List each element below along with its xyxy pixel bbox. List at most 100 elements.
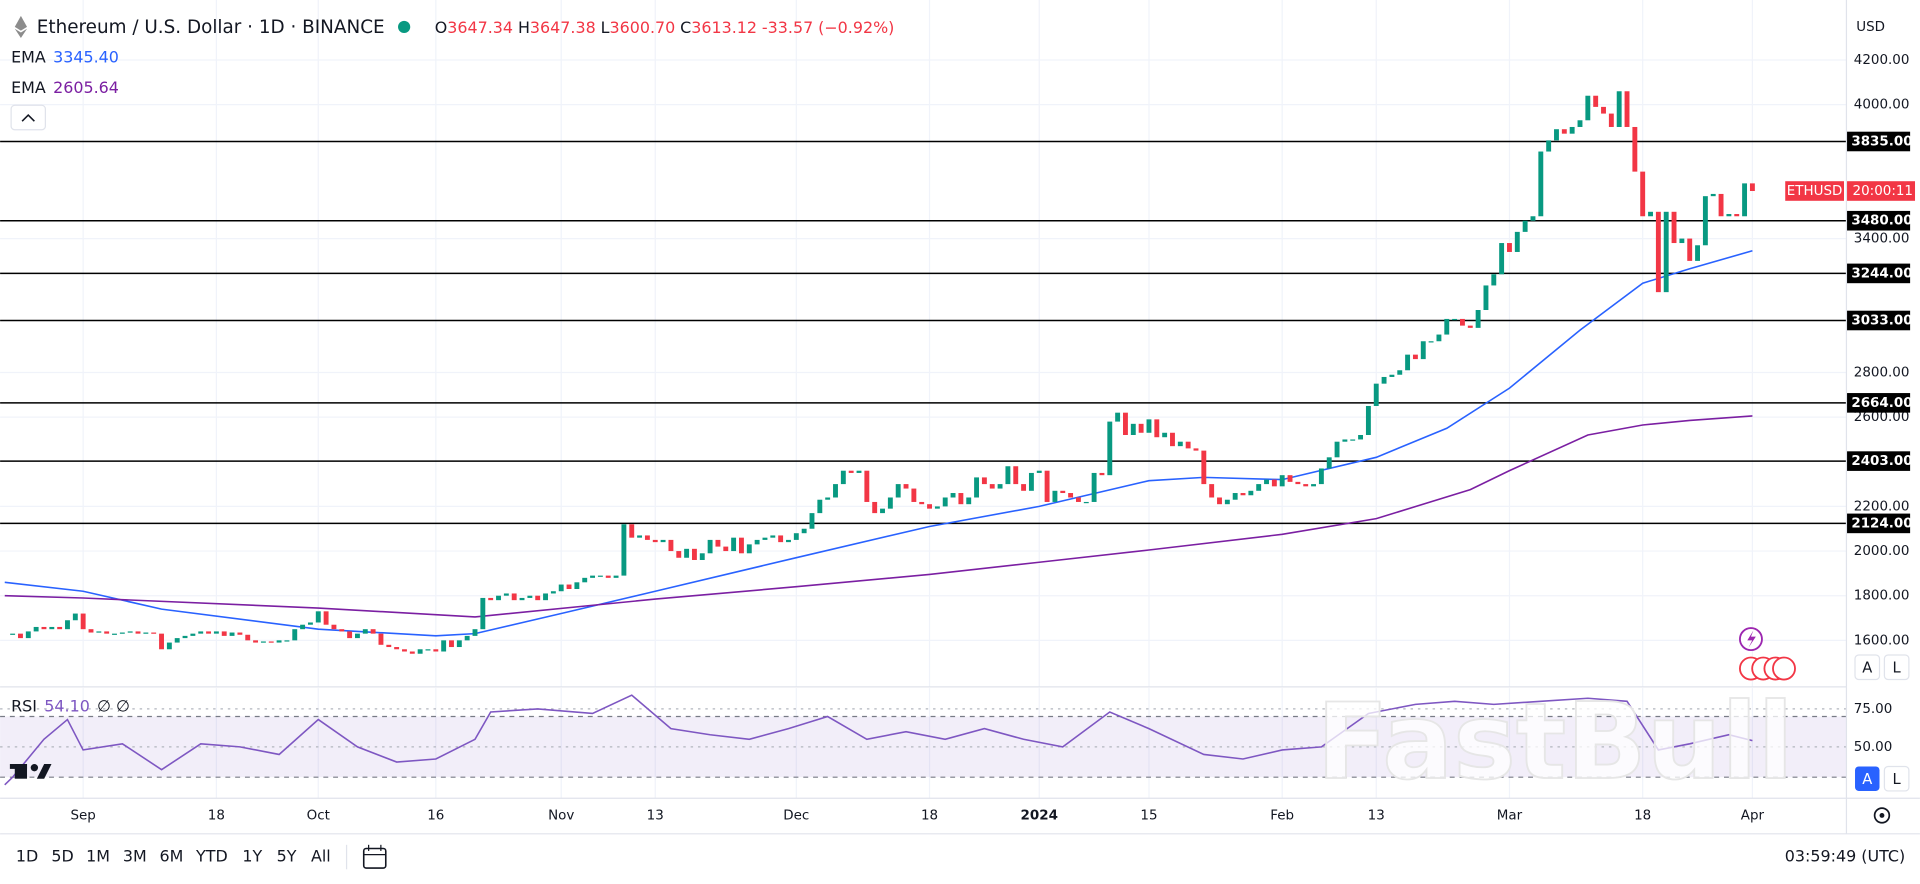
log-scale-button[interactable]: L [1883, 654, 1910, 681]
x-tick-label: Apr [1741, 808, 1765, 823]
change-pct: (−0.92%) [818, 18, 894, 37]
candle [950, 493, 956, 498]
candle [1491, 274, 1497, 286]
rsi-extra: ∅ ∅ [97, 696, 130, 715]
range-button[interactable]: 3M [123, 847, 147, 866]
x-tick-label: Oct [307, 808, 330, 823]
tv-logo [9, 764, 52, 779]
candle [778, 535, 784, 543]
ema-legend[interactable]: EMA 3345.40 [11, 47, 119, 66]
level-label: 3480.00 [1851, 214, 1912, 229]
candle [864, 470, 870, 502]
event-icons[interactable] [1739, 627, 1796, 681]
candle [1264, 479, 1269, 485]
candle [833, 484, 838, 498]
range-button[interactable]: 5Y [277, 847, 297, 866]
change: -33.57 [762, 18, 813, 37]
candle [1154, 419, 1160, 438]
candle [1052, 490, 1058, 502]
auto-scale-button[interactable]: A [1854, 654, 1881, 681]
candle [409, 651, 415, 654]
level-label-bg [1846, 451, 1911, 471]
candle [942, 497, 948, 507]
ema-name: EMA [11, 47, 46, 66]
rsi-name: RSI [11, 696, 37, 715]
candle [1381, 376, 1387, 384]
candle [292, 629, 298, 641]
candle [190, 633, 196, 636]
candle [488, 597, 494, 601]
candle [1624, 91, 1630, 127]
log-scale-button[interactable]: L [1883, 765, 1910, 792]
o-label: O [435, 18, 448, 37]
currency[interactable]: USD [1856, 20, 1885, 35]
candle [1256, 484, 1262, 491]
button-label: A [1862, 771, 1872, 788]
candle [527, 595, 533, 598]
range-button[interactable]: 1D [16, 847, 38, 866]
candle [911, 488, 917, 502]
candle [1021, 484, 1027, 491]
candle [660, 539, 666, 543]
candle [354, 633, 360, 639]
candle [41, 626, 47, 630]
candle [1671, 211, 1677, 244]
candle [1115, 412, 1121, 422]
range-button[interactable]: YTD [195, 847, 228, 866]
candle [1726, 214, 1732, 217]
candle [535, 595, 541, 601]
button-label: L [1893, 660, 1902, 677]
candle [80, 613, 86, 630]
candle [786, 539, 791, 543]
rsi-band [0, 716, 1847, 778]
candle [135, 631, 141, 634]
candle [1224, 499, 1230, 505]
clock[interactable]: 03:59:49 (UTC) [1785, 847, 1905, 866]
ema-legend[interactable]: EMA 2605.64 [11, 78, 119, 97]
calendar-button[interactable] [362, 844, 387, 869]
candle [1240, 493, 1246, 496]
range-button[interactable]: 6M [160, 847, 184, 866]
candle [159, 633, 164, 650]
settings-button[interactable] [1873, 807, 1891, 824]
candle [1608, 113, 1614, 127]
range-button[interactable]: All [311, 847, 331, 866]
range-button[interactable]: 1M [86, 847, 110, 866]
candle [229, 632, 235, 636]
candle [1248, 490, 1254, 496]
candle [1060, 490, 1066, 494]
candle [543, 593, 548, 601]
collapse-legend[interactable] [10, 104, 47, 131]
candle [840, 470, 846, 485]
range-button[interactable]: 1Y [242, 847, 262, 866]
candle [699, 553, 705, 560]
candle [1655, 211, 1661, 293]
y-tick-label: 1800.00 [1854, 589, 1910, 604]
candle [1718, 193, 1724, 217]
candle [652, 539, 658, 543]
x-tick-label: Dec [783, 808, 809, 823]
candle [300, 624, 306, 630]
candle [1342, 439, 1348, 442]
range-button[interactable]: 5D [51, 847, 73, 866]
candle [1318, 468, 1324, 485]
candle [378, 633, 384, 645]
candle [848, 470, 854, 473]
candle [1467, 325, 1473, 328]
candle [1130, 423, 1136, 435]
x-tick-label: Feb [1270, 808, 1294, 823]
candle [1679, 238, 1685, 244]
candle [958, 493, 964, 505]
toolbar: 1D 5D 1M 3M 6M YTD 1Y 5Y All [16, 847, 331, 866]
rsi-tick-label: 75.00 [1854, 702, 1893, 717]
l-label: L [601, 18, 610, 37]
candle [1028, 472, 1034, 491]
x-tick-label: 16 [427, 808, 444, 823]
candle [96, 631, 102, 633]
candle [621, 524, 627, 576]
candle [566, 584, 572, 590]
candle [174, 638, 180, 643]
candle [1044, 470, 1050, 502]
rsi-legend[interactable]: RSI 54.10 ∅ ∅ [11, 696, 130, 715]
auto-scale-button[interactable]: A [1855, 766, 1880, 791]
